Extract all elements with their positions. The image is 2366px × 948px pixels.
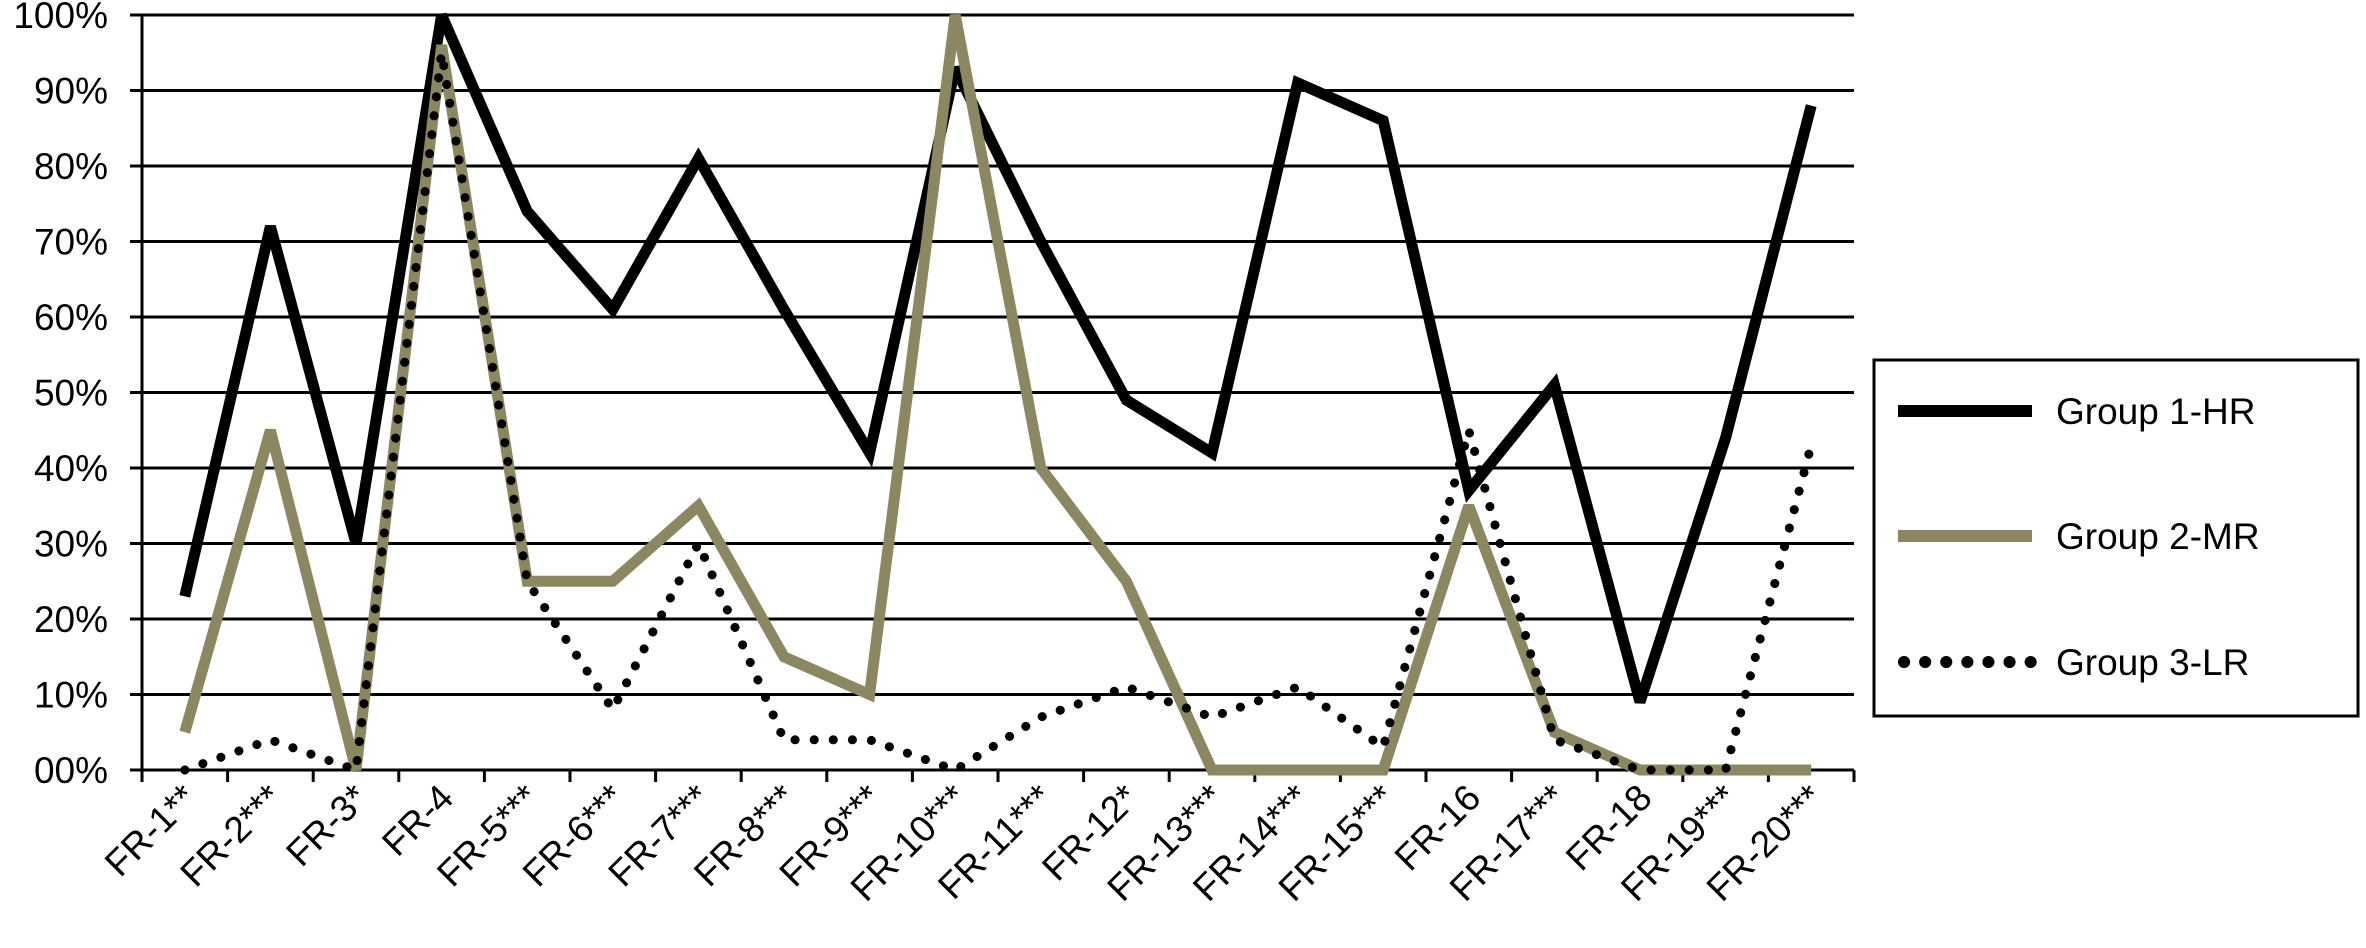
y-axis-ticks: 00% 10% 20% 30% 40% 50% 60% 70% 80% 90% 100% [13,0,108,791]
y-tick-label: 50% [34,373,108,414]
y-tick-label: 20% [34,599,108,640]
series-line-group-3-lr [180,52,1816,777]
y-tick-label: 70% [34,222,108,263]
y-tick-label: 10% [34,675,108,716]
x-axis-ticks: FR-1**FR-2***FR-3*FR-4FR-5***FR-6***FR-7… [97,777,1831,909]
legend-label-group-2: Group 2-MR [2056,516,2260,557]
legend-label-group-1: Group 1-HR [2056,391,2255,432]
y-tick-label: 30% [34,524,108,565]
y-tick-label: 40% [34,448,108,489]
y-tick-label: 00% [34,750,108,791]
y-tick-label: 100% [13,0,108,36]
series-line-group-1-hr [179,12,1817,704]
series-lines [179,12,1817,777]
y-tick-label: 60% [34,297,108,338]
y-tick-label: 80% [34,146,108,187]
y-tick-label: 90% [34,71,108,112]
legend: Group 1-HR Group 2-MR Group 3-LR [1872,358,2360,718]
legend-label-group-3: Group 3-LR [2056,642,2249,683]
x-tick-label: FR-3* [278,777,375,874]
